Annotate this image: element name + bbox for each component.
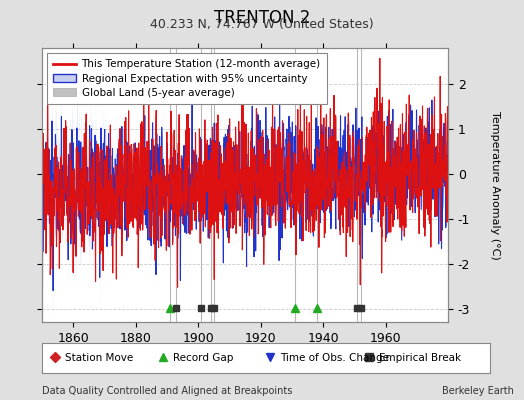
Text: Time of Obs. Change: Time of Obs. Change [280,353,389,363]
Text: 40.233 N, 74.767 W (United States): 40.233 N, 74.767 W (United States) [150,18,374,31]
Text: Empirical Break: Empirical Break [379,353,461,363]
Y-axis label: Temperature Anomaly (°C): Temperature Anomaly (°C) [489,111,499,259]
Text: Berkeley Earth: Berkeley Earth [442,386,514,396]
Text: Data Quality Controlled and Aligned at Breakpoints: Data Quality Controlled and Aligned at B… [42,386,292,396]
Text: Record Gap: Record Gap [173,353,233,363]
Text: TRENTON 2: TRENTON 2 [214,9,310,27]
Legend: This Temperature Station (12-month average), Regional Expectation with 95% uncer: This Temperature Station (12-month avera… [47,53,327,104]
Text: Station Move: Station Move [65,353,134,363]
